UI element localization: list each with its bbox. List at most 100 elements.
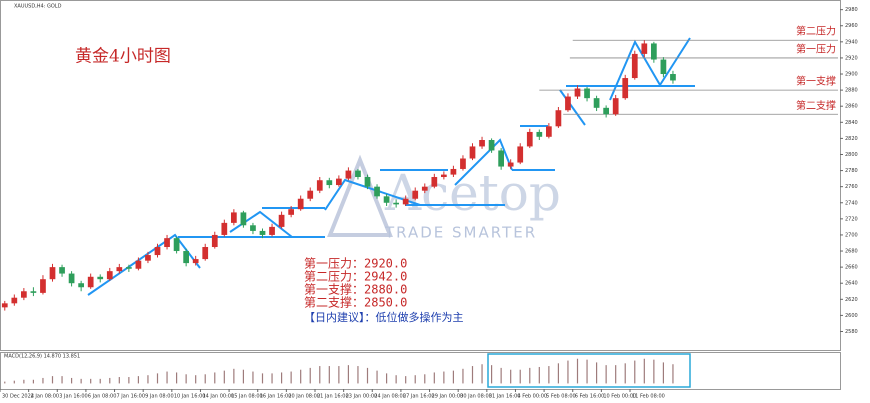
- candle-body: [126, 267, 132, 269]
- candle-body: [641, 43, 648, 54]
- candle-body: [555, 110, 562, 127]
- candle-body: [612, 98, 619, 115]
- candle-body: [288, 209, 294, 215]
- macd-label: MACD(12,26,9) 14.870 13.851: [4, 354, 80, 360]
- y-tick-label: 2980: [845, 7, 858, 13]
- watermark-logo: [327, 154, 393, 237]
- x-tick-label: 10 Feb 00:00: [603, 394, 636, 400]
- note: 第二压力：2942.0: [304, 270, 407, 284]
- watermark: Acetop: [384, 164, 561, 222]
- x-tick-label: 30 Dec 2024: [2, 394, 34, 400]
- candle-body: [231, 212, 237, 223]
- candle-body: [173, 238, 180, 252]
- candle-body: [651, 43, 657, 60]
- y-tick-label: 2780: [845, 168, 858, 174]
- candle-body: [269, 226, 275, 235]
- candle-body: [49, 267, 56, 280]
- level-label: 第二压力: [796, 25, 836, 38]
- candle-body: [622, 78, 629, 99]
- candle-body: [336, 178, 342, 186]
- level-label: 第一支撑: [796, 75, 836, 88]
- candle-body: [164, 238, 170, 248]
- candle-body: [278, 214, 285, 227]
- x-tick-label: 31 Jan 16:00: [489, 394, 521, 400]
- candle-body: [441, 174, 447, 178]
- watermark-sub: TRADE SMARTER: [384, 224, 537, 242]
- candle-body: [383, 196, 390, 203]
- candle-body: [393, 202, 399, 205]
- trend-arrows: [87, 37, 695, 296]
- x-tick-label: 7 Jan 16:00: [117, 394, 145, 400]
- x-tick-label: 11 Feb 08:00: [632, 394, 665, 400]
- level-label: 第一压力: [796, 42, 836, 55]
- candle-body: [450, 168, 457, 175]
- x-tick-label: 14 Jan 00:00: [202, 394, 234, 400]
- candle-body: [68, 273, 75, 284]
- candle-body: [135, 260, 142, 269]
- y-tick-label: 2920: [845, 55, 858, 61]
- x-tick-label: 15 Jan 08:00: [231, 394, 263, 400]
- candle-body: [488, 140, 495, 151]
- main-frame: [0, 0, 841, 351]
- x-tick-label: 23 Jan 00:00: [346, 394, 378, 400]
- candle-body: [183, 251, 189, 264]
- candle-body: [78, 283, 84, 288]
- candle-body: [593, 98, 600, 108]
- note: 第一支撑：2880.0: [304, 282, 407, 297]
- candle-body: [106, 271, 113, 280]
- candle-body: [584, 88, 590, 99]
- candle-body: [460, 158, 466, 169]
- candle-body: [507, 162, 514, 167]
- symbol: XAUUSD,H4: GOLD: [14, 4, 62, 10]
- x-tick-label: 6 Feb 16:00: [575, 394, 605, 400]
- candle-body: [297, 198, 304, 210]
- y-tick-label: 2720: [845, 216, 858, 222]
- x-tick-label: 6 Jan 08:00: [88, 394, 116, 400]
- candle-body: [59, 267, 65, 274]
- note: 第一压力：2920.0: [304, 257, 407, 271]
- y-tick-label: 2700: [845, 232, 858, 238]
- y-tick-label: 2740: [845, 200, 858, 206]
- x-tick-label: 27 Jan 16:00: [403, 394, 435, 400]
- candle-body: [536, 131, 543, 137]
- candle-body: [421, 186, 428, 191]
- y-tick-label: 2640: [845, 281, 858, 287]
- highlight-box: [487, 353, 691, 388]
- advice: 【日内建议】：低位做多操作为主: [304, 310, 464, 324]
- x-tick-label: 24 Jan 08:00: [374, 394, 406, 400]
- candle-body: [97, 276, 104, 280]
- x-tick-label: 29 Jan 00:00: [432, 394, 464, 400]
- note: 第二支撑：2850.0: [304, 295, 407, 310]
- candle-body: [565, 96, 571, 111]
- candle-body: [87, 276, 94, 288]
- candle-body: [345, 170, 352, 179]
- candle-body: [374, 186, 380, 197]
- candle-body: [240, 212, 247, 226]
- candle-body: [631, 53, 638, 79]
- candle-body: [517, 146, 524, 163]
- candle-body: [11, 297, 18, 304]
- candle-body: [660, 59, 667, 75]
- x-tick-label: 2 Jan 08:00: [31, 394, 59, 400]
- y-tick-label: 2760: [845, 184, 858, 190]
- candle-body: [526, 131, 533, 147]
- level-label: 第二支撑: [796, 99, 836, 112]
- candle-body: [1, 303, 8, 308]
- chart-title: 黄金4小时图: [75, 47, 171, 67]
- candle-body: [202, 247, 209, 260]
- candle-body: [307, 190, 314, 199]
- y-tick-label: 2940: [845, 39, 858, 45]
- candle-body: [221, 222, 228, 235]
- candle-body: [211, 234, 218, 248]
- y-tick-label: 2960: [845, 23, 858, 29]
- x-tick-label: 9 Jan 08:00: [145, 394, 173, 400]
- y-tick-label: 2800: [845, 152, 858, 158]
- y-tick-label: 2880: [845, 88, 858, 94]
- candle-body: [116, 267, 123, 272]
- candle-body: [469, 146, 476, 159]
- macd-frame: [0, 352, 841, 390]
- x-tick-label: 30 Jan 08:00: [460, 394, 492, 400]
- candle-body: [546, 126, 552, 137]
- y-tick-label: 2660: [845, 265, 858, 271]
